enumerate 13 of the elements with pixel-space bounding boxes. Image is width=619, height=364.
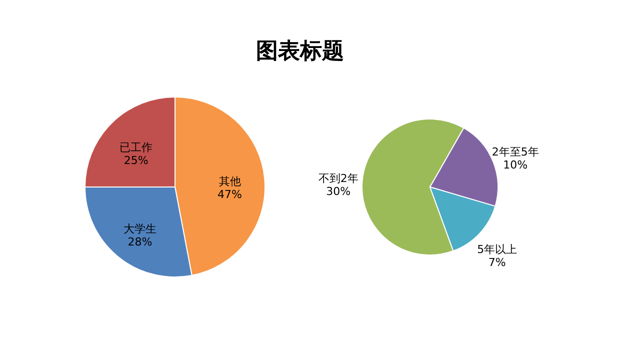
data-label: 10%: [503, 158, 528, 172]
slice-label: 大学生: [123, 222, 156, 236]
slice-label: 不到2年: [318, 172, 358, 186]
slice-label: 2年至5年: [492, 146, 539, 159]
data-label: 25%: [124, 154, 148, 168]
data-label: 30%: [326, 185, 351, 198]
data-label: 47%: [218, 188, 242, 201]
data-label: 7%: [488, 256, 506, 269]
slice-label: 其他: [218, 174, 241, 188]
slice-label: 已工作: [120, 141, 153, 154]
slice-label: 5年以上: [477, 242, 518, 256]
data-label: 28%: [128, 235, 152, 248]
chart-title: 图表标题: [256, 39, 344, 64]
